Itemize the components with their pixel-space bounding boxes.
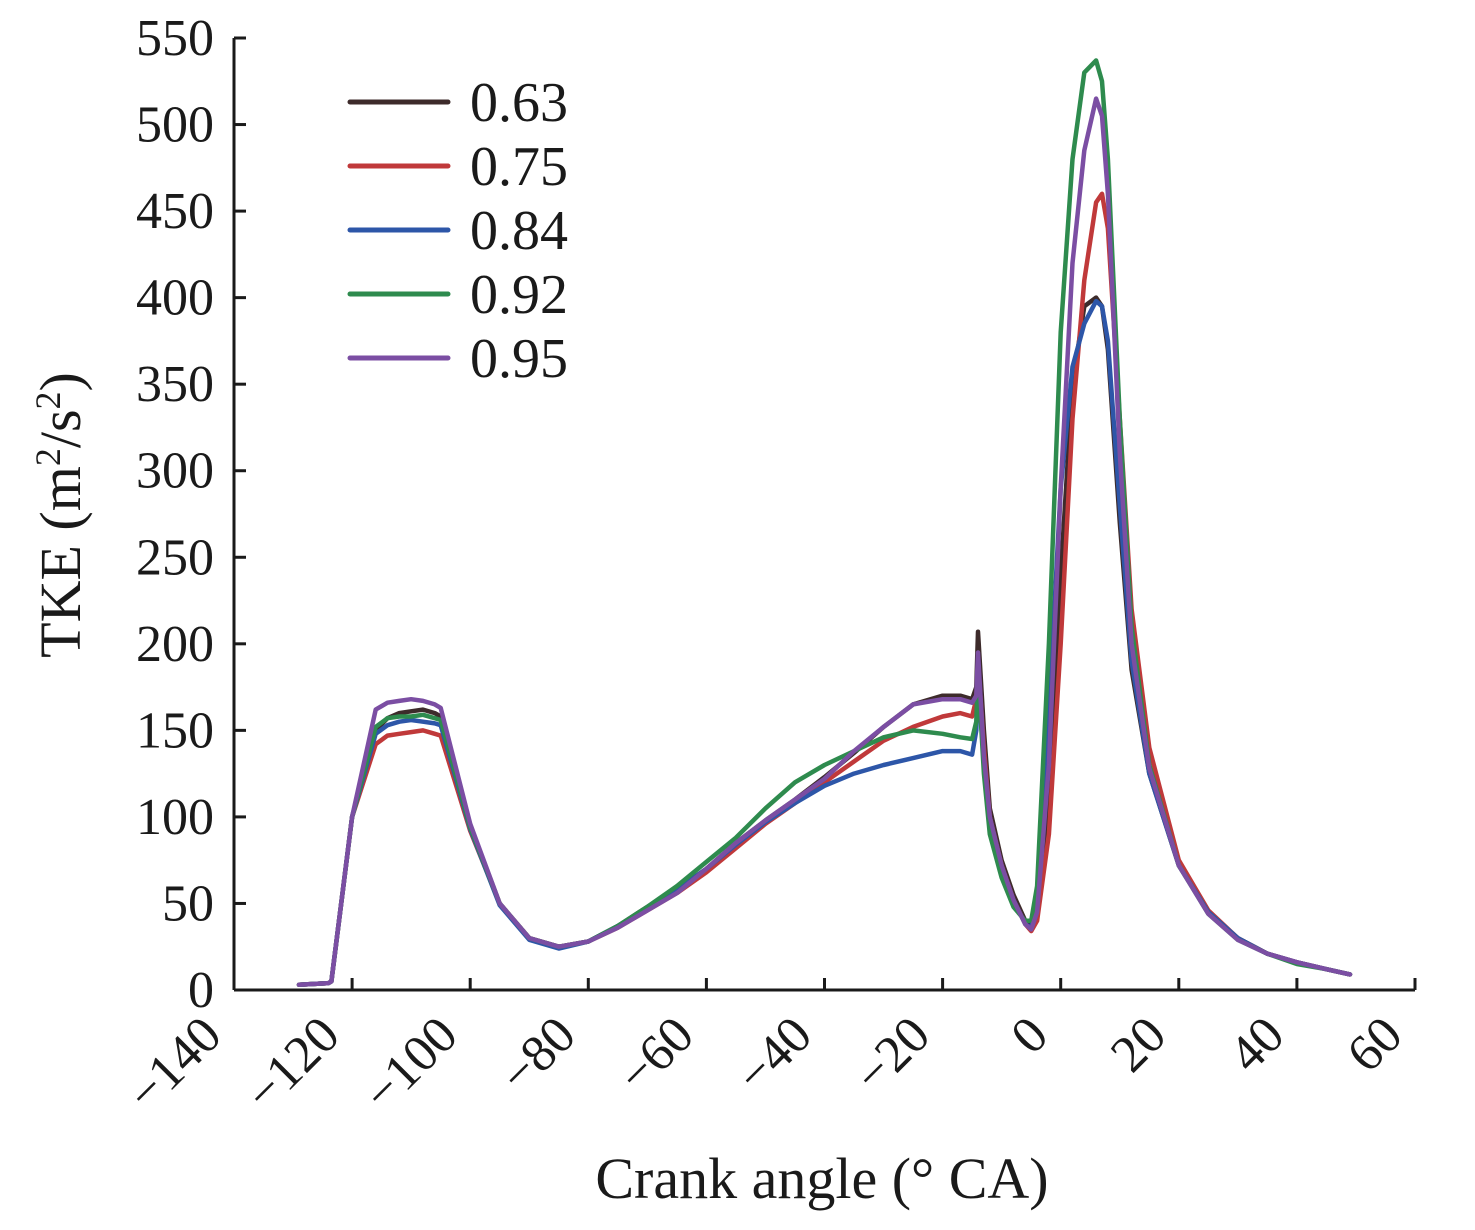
- legend-label-0.75: 0.75: [470, 136, 568, 198]
- x-tick-label: −100: [352, 1006, 468, 1122]
- y-axis-title-mid: /s: [28, 409, 93, 448]
- y-tick-label: 300: [136, 443, 214, 500]
- y-axis-title: TKE (m2/s2): [28, 372, 93, 658]
- series-lines: [296, 58, 1353, 988]
- x-tick-label: 40: [1218, 1006, 1295, 1083]
- y-axis-title-sup-2: 2: [28, 391, 68, 409]
- legend-label-0.63: 0.63: [470, 72, 568, 134]
- y-tick-label: 400: [136, 270, 214, 327]
- y-axis-title-sup-1: 2: [28, 448, 68, 466]
- x-tick-label: −80: [489, 1006, 587, 1104]
- y-tick-label: 100: [136, 789, 214, 846]
- x-tick-label: −140: [116, 1006, 232, 1122]
- series-line-0.95: [296, 96, 1353, 988]
- x-tick-label: −20: [843, 1006, 941, 1104]
- y-tick-label: 50: [162, 875, 214, 932]
- x-tick-label: −60: [607, 1006, 705, 1104]
- y-tick-label: 350: [136, 356, 214, 413]
- y-tick-label: 250: [136, 529, 214, 586]
- x-tick-label: 20: [1100, 1006, 1177, 1083]
- legend: 0.630.750.840.920.95: [347, 72, 568, 390]
- y-tick-label: 450: [136, 183, 214, 240]
- x-axis-title: Crank angle (° CA): [595, 1146, 1048, 1211]
- series-line-0.75: [296, 191, 1353, 988]
- y-tick-label: 200: [136, 616, 214, 673]
- y-axis-title-suffix: ): [28, 372, 93, 391]
- legend-label-0.84: 0.84: [470, 200, 568, 262]
- series-line-0.84: [296, 298, 1353, 988]
- x-tick-label: −120: [234, 1006, 350, 1122]
- y-tick-label: 150: [136, 702, 214, 759]
- y-tick-label: 500: [136, 97, 214, 154]
- y-axis-ticks: 0 50 100 150 200 250 300 350 400 450 500 550: [136, 10, 246, 1019]
- x-axis-ticks: −140 −120 −100 −80 −60 −40 −20 0 20 40 60: [116, 978, 1417, 1122]
- y-tick-label: 0: [188, 962, 214, 1019]
- legend-label-0.95: 0.95: [470, 328, 568, 390]
- x-tick-label: 0: [1000, 1006, 1059, 1065]
- x-tick-label: 60: [1336, 1006, 1413, 1083]
- series-line-0.92: [296, 58, 1353, 988]
- y-axis-title-prefix: TKE (m: [28, 466, 93, 658]
- y-tick-label: 550: [136, 10, 214, 67]
- legend-label-0.92: 0.92: [470, 264, 568, 326]
- x-tick-label: −40: [725, 1006, 823, 1104]
- axes: −140 −120 −100 −80 −60 −40 −20 0 20 40 60 0 50 100 15…: [116, 10, 1417, 1122]
